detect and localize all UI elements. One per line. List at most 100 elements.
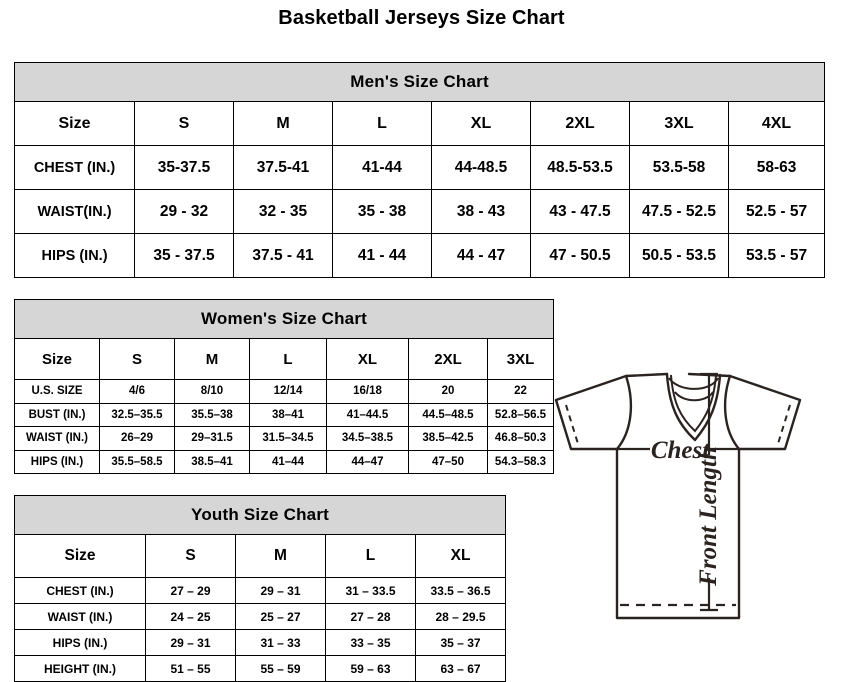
youth-header-cell-size: Size bbox=[14, 534, 146, 578]
mens-header-cell-2xl: 2XL bbox=[530, 101, 630, 146]
mens-band-label: Men's Size Chart bbox=[13, 62, 826, 102]
womens-row-label-us-size: U.S. SIZE bbox=[14, 379, 100, 404]
womens-band-row: Women's Size Chart bbox=[13, 299, 555, 339]
table-row: WAIST (IN.) 24 – 25 25 – 27 27 – 28 28 –… bbox=[14, 603, 507, 630]
womens-header-cell-m: M bbox=[174, 338, 250, 380]
womens-header-row: Size S M L XL 2XL 3XL bbox=[14, 338, 555, 380]
table-row: HIPS (IN.) 29 – 31 31 – 33 33 – 35 35 – … bbox=[14, 629, 507, 656]
table-row: CHEST (IN.) 35-37.5 37.5-41 41-44 44-48.… bbox=[14, 145, 826, 190]
mens-cell-hips-4xl: 53.5 - 57 bbox=[727, 233, 826, 278]
womens-cell-ussize-m: 8/10 bbox=[174, 379, 250, 404]
mens-header-cell-s: S bbox=[134, 101, 234, 146]
mens-cell-hips-l: 41 - 44 bbox=[332, 233, 432, 278]
womens-row-label-hips: HIPS (IN.) bbox=[14, 449, 100, 474]
mens-cell-hips-3xl: 50.5 - 53.5 bbox=[629, 233, 729, 278]
womens-cell-bust-2xl: 44.5–48.5 bbox=[408, 402, 488, 427]
mens-cell-waist-3xl: 47.5 - 52.5 bbox=[629, 189, 729, 234]
mens-cell-chest-4xl: 58-63 bbox=[727, 145, 826, 190]
womens-cell-hips-3xl: 54.3–58.3 bbox=[486, 449, 555, 474]
table-row: WAIST(IN.) 29 - 32 32 - 35 35 - 38 38 - … bbox=[14, 189, 826, 234]
womens-cell-bust-l: 38–41 bbox=[249, 402, 327, 427]
mens-cell-chest-l: 41-44 bbox=[332, 145, 432, 190]
mens-row-label-waist: WAIST(IN.) bbox=[14, 189, 135, 234]
mens-header-cell-xl: XL bbox=[431, 101, 531, 146]
table-row: HIPS (IN.) 35.5–58.5 38.5–41 41–44 44–47… bbox=[14, 449, 555, 474]
youth-cell-height-xl: 63 – 67 bbox=[414, 655, 507, 682]
mens-header-cell-m: M bbox=[233, 101, 333, 146]
youth-size-chart-table: Youth Size Chart Size S M L XL CHEST (IN… bbox=[13, 495, 507, 682]
youth-cell-hips-s: 29 – 31 bbox=[145, 629, 236, 656]
mens-cell-hips-2xl: 47 - 50.5 bbox=[530, 233, 630, 278]
youth-band-row: Youth Size Chart bbox=[13, 495, 507, 535]
youth-cell-height-m: 55 – 59 bbox=[235, 655, 326, 682]
womens-row-label-bust: BUST (IN.) bbox=[14, 402, 100, 427]
womens-cell-waist-m: 29–31.5 bbox=[174, 426, 250, 451]
womens-header-cell-3xl: 3XL bbox=[486, 338, 555, 380]
table-row: HIPS (IN.) 35 - 37.5 37.5 - 41 41 - 44 4… bbox=[14, 233, 826, 278]
mens-header-cell-size: Size bbox=[14, 101, 135, 146]
womens-cell-waist-2xl: 38.5–42.5 bbox=[408, 426, 488, 451]
table-row: HEIGHT (IN.) 51 – 55 55 – 59 59 – 63 63 … bbox=[14, 655, 507, 682]
youth-cell-chest-s: 27 – 29 bbox=[145, 577, 236, 604]
mens-cell-chest-s: 35-37.5 bbox=[134, 145, 234, 190]
youth-row-label-hips: HIPS (IN.) bbox=[14, 629, 146, 656]
youth-row-label-height: HEIGHT (IN.) bbox=[14, 655, 146, 682]
mens-size-chart-table: Men's Size Chart Size S M L XL 2XL 3XL 4… bbox=[13, 62, 826, 278]
mens-header-cell-l: L bbox=[332, 101, 432, 146]
table-row: BUST (IN.) 32.5–35.5 35.5–38 38–41 41–44… bbox=[14, 402, 555, 427]
mens-header-cell-4xl: 4XL bbox=[727, 101, 826, 146]
mens-cell-hips-s: 35 - 37.5 bbox=[134, 233, 234, 278]
chest-measurement-label: Chest bbox=[651, 437, 710, 464]
youth-cell-chest-xl: 33.5 – 36.5 bbox=[414, 577, 507, 604]
mens-band-row: Men's Size Chart bbox=[13, 62, 826, 102]
womens-cell-bust-xl: 41–44.5 bbox=[326, 402, 409, 427]
youth-header-cell-m: M bbox=[235, 534, 326, 578]
womens-cell-hips-m: 38.5–41 bbox=[174, 449, 250, 474]
mens-cell-waist-s: 29 - 32 bbox=[134, 189, 234, 234]
mens-cell-chest-m: 37.5-41 bbox=[233, 145, 333, 190]
table-row: U.S. SIZE 4/6 8/10 12/14 16/18 20 22 bbox=[14, 379, 555, 404]
mens-cell-hips-m: 37.5 - 41 bbox=[233, 233, 333, 278]
mens-cell-chest-2xl: 48.5-53.5 bbox=[530, 145, 630, 190]
mens-cell-chest-3xl: 53.5-58 bbox=[629, 145, 729, 190]
youth-header-cell-xl: XL bbox=[414, 534, 507, 578]
womens-header-cell-size: Size bbox=[14, 338, 100, 380]
womens-header-cell-l: L bbox=[249, 338, 327, 380]
womens-cell-hips-s: 35.5–58.5 bbox=[99, 449, 175, 474]
mens-header-cell-3xl: 3XL bbox=[629, 101, 729, 146]
womens-header-cell-2xl: 2XL bbox=[408, 338, 488, 380]
mens-cell-waist-xl: 38 - 43 bbox=[431, 189, 531, 234]
womens-cell-waist-s: 26–29 bbox=[99, 426, 175, 451]
womens-cell-ussize-l: 12/14 bbox=[249, 379, 327, 404]
youth-cell-hips-xl: 35 – 37 bbox=[414, 629, 507, 656]
youth-cell-height-s: 51 – 55 bbox=[145, 655, 236, 682]
womens-cell-ussize-3xl: 22 bbox=[486, 379, 555, 404]
youth-cell-chest-m: 29 – 31 bbox=[235, 577, 326, 604]
front-length-measurement-label: Front Length bbox=[695, 446, 722, 587]
womens-cell-waist-xl: 34.5–38.5 bbox=[326, 426, 409, 451]
youth-band-label: Youth Size Chart bbox=[13, 495, 507, 535]
womens-header-cell-s: S bbox=[99, 338, 175, 380]
mens-header-row: Size S M L XL 2XL 3XL 4XL bbox=[14, 101, 826, 146]
youth-cell-chest-l: 31 – 33.5 bbox=[325, 577, 416, 604]
womens-cell-hips-l: 41–44 bbox=[249, 449, 327, 474]
mens-cell-waist-m: 32 - 35 bbox=[233, 189, 333, 234]
womens-cell-bust-m: 35.5–38 bbox=[174, 402, 250, 427]
table-row: WAIST (IN.) 26–29 29–31.5 31.5–34.5 34.5… bbox=[14, 426, 555, 451]
mens-cell-hips-xl: 44 - 47 bbox=[431, 233, 531, 278]
youth-row-label-chest: CHEST (IN.) bbox=[14, 577, 146, 604]
youth-header-cell-l: L bbox=[325, 534, 416, 578]
youth-cell-waist-m: 25 – 27 bbox=[235, 603, 326, 630]
womens-band-label: Women's Size Chart bbox=[13, 299, 555, 339]
mens-row-label-chest: CHEST (IN.) bbox=[14, 145, 135, 190]
youth-cell-hips-m: 31 – 33 bbox=[235, 629, 326, 656]
table-row: CHEST (IN.) 27 – 29 29 – 31 31 – 33.5 33… bbox=[14, 577, 507, 604]
youth-cell-waist-l: 27 – 28 bbox=[325, 603, 416, 630]
youth-header-cell-s: S bbox=[145, 534, 236, 578]
womens-cell-ussize-xl: 16/18 bbox=[326, 379, 409, 404]
womens-cell-waist-l: 31.5–34.5 bbox=[249, 426, 327, 451]
page-title: Basketball Jerseys Size Chart bbox=[278, 7, 565, 29]
womens-cell-ussize-s: 4/6 bbox=[99, 379, 175, 404]
womens-row-label-waist: WAIST (IN.) bbox=[14, 426, 100, 451]
womens-cell-waist-3xl: 46.8–50.3 bbox=[486, 426, 555, 451]
